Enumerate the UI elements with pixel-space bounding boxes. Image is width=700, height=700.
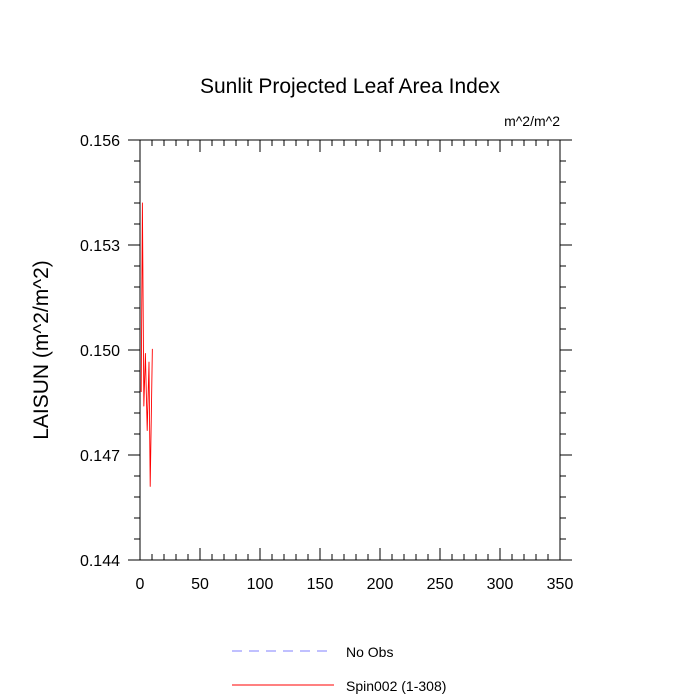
x-tick-label: 200 xyxy=(367,576,394,593)
x-tick-label: 100 xyxy=(247,576,274,593)
units-label: m^2/m^2 xyxy=(504,113,560,129)
legend-label-spin002: Spin002 (1-308) xyxy=(346,678,446,694)
y-axis-label: LAISUN (m^2/m^2) xyxy=(30,260,53,440)
x-tick-label: 50 xyxy=(191,576,209,593)
y-tick-label: 0.153 xyxy=(80,238,120,255)
y-tick-label: 0.147 xyxy=(80,448,120,465)
legend: No Obs Spin002 (1-308) xyxy=(232,644,446,694)
x-tick-label: 150 xyxy=(307,576,334,593)
y-tick-label: 0.144 xyxy=(80,553,120,570)
x-tick-label: 300 xyxy=(487,576,514,593)
chart-title: Sunlit Projected Leaf Area Index xyxy=(200,75,501,98)
y-tick-label: 0.150 xyxy=(80,343,120,360)
axis-ticks xyxy=(128,139,572,561)
tick-labels: 0 50 100 150 200 250 300 350 0.144 0.147 0.150 0.15… xyxy=(80,133,573,593)
x-tick-label: 0 xyxy=(136,576,145,593)
series-line-spin002 xyxy=(140,202,153,487)
y-tick-label: 0.156 xyxy=(80,133,120,150)
x-tick-label: 250 xyxy=(427,576,454,593)
plot-frame xyxy=(139,139,561,561)
legend-label-no-obs: No Obs xyxy=(346,644,393,660)
x-tick-label: 350 xyxy=(547,576,574,593)
